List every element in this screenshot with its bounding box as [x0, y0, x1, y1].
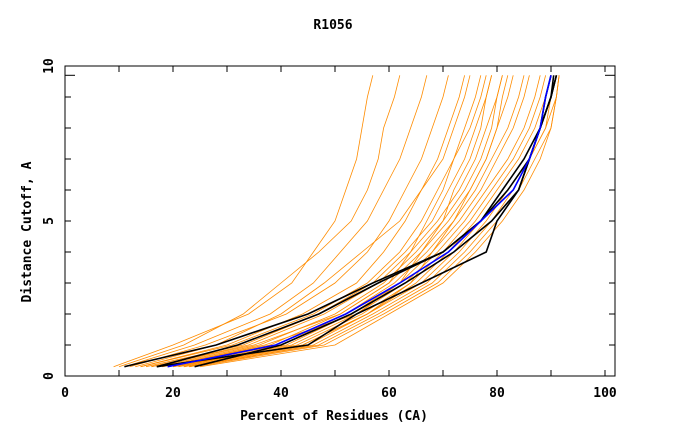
x-tick-label: 20 — [165, 386, 181, 401]
models-curve-7 — [145, 75, 492, 368]
models-curve-20 — [199, 75, 560, 368]
highlight-curve-27 — [156, 75, 558, 368]
tick-layer — [65, 66, 615, 376]
plot-frame — [64, 65, 616, 377]
y-tick-label: 10 — [42, 58, 57, 74]
y-tick-label: 0 — [42, 372, 57, 380]
x-tick-label: 40 — [273, 386, 289, 401]
x-tick-label: 100 — [593, 386, 617, 401]
models-curve-17 — [189, 75, 557, 368]
models-curve-1 — [118, 75, 401, 368]
models-curve-10 — [162, 75, 514, 368]
reference-curve-28 — [167, 75, 552, 368]
models-curve-0 — [113, 75, 374, 368]
x-axis-label: Percent of Residues (CA) — [240, 409, 428, 424]
models-curve-23 — [172, 75, 509, 368]
models-curve-22 — [151, 75, 487, 368]
models-curve-18 — [189, 75, 560, 368]
models-curve-6 — [140, 75, 482, 368]
x-tick-labels: 0 20 40 60 80 100 — [61, 386, 617, 401]
models-curve-4 — [135, 75, 471, 368]
y-tick-labels: 0 5 10 — [42, 58, 57, 380]
x-tick-label: 60 — [381, 386, 397, 401]
y-axis-label: Distance Cutoff, A — [20, 161, 35, 302]
series-layer — [113, 75, 560, 368]
x-tick-label: 0 — [61, 386, 69, 401]
models-curve-13 — [172, 75, 541, 368]
x-tick-label: 80 — [489, 386, 505, 401]
models-curve-2 — [124, 75, 428, 368]
chart-title: R1056 — [313, 18, 352, 33]
y-tick-label: 5 — [42, 217, 57, 225]
models-curve-11 — [167, 75, 525, 368]
models-curve-8 — [151, 75, 503, 368]
